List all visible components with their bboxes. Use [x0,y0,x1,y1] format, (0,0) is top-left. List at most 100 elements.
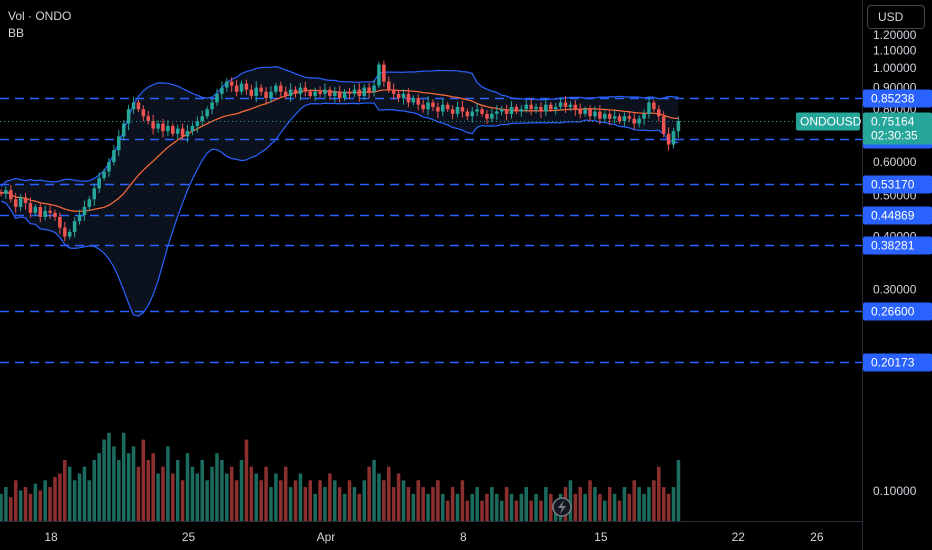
volume-bar [23,487,28,521]
candle-body [568,104,573,107]
candle-body [0,191,3,194]
candle-body [151,121,155,129]
legend-volume[interactable]: Vol · ONDO [8,9,72,23]
candle-body [607,113,612,119]
candle-body [553,106,558,110]
volume-bar [279,480,283,521]
candlesticks [0,60,681,242]
volume-bar [612,493,617,521]
volume-bar [195,473,200,521]
candle-body [460,106,465,112]
candle-body [647,102,651,114]
volume-bar [200,459,205,521]
volume-bar [509,493,514,521]
volume-bar [58,473,62,521]
volume-bar [347,480,352,521]
bb-area [0,66,679,316]
candle-body [426,102,430,110]
candle-body [279,85,283,92]
candle-body [136,102,141,110]
volume-bar [549,493,553,521]
volume-bar [598,493,602,521]
volume-bar [607,487,612,521]
candle-body [529,104,533,110]
candle-body [126,109,131,124]
volume-bar [308,480,313,521]
candle-body [303,87,308,92]
time-tick-label: 25 [182,530,196,544]
volume-bar [112,446,116,521]
volume-bar [264,466,268,521]
volume-bar [529,500,533,521]
candle-body [622,116,627,122]
currency-button[interactable]: USD [867,5,925,29]
time-axis-bg [0,521,862,550]
volume-bar [67,466,72,521]
candle-body [244,83,249,90]
volume-bar [156,473,160,521]
candle-body [175,128,180,134]
current-price-bg [863,112,932,145]
candle-body [215,93,219,103]
volume-bar [97,453,101,521]
volume-bar [426,493,430,521]
price-tick-label: 0.10000 [873,484,917,498]
candle-body [298,87,303,94]
volume-bar [121,432,126,521]
candle-body [63,227,67,237]
candle-body [524,104,528,110]
volume-bar [583,493,587,521]
volume-bar [0,493,3,521]
current-price: 0.75164 [871,115,915,129]
candle-body [534,106,538,110]
candle-body [480,109,484,114]
candle-body [13,199,18,207]
time-tick-label: 18 [44,530,58,544]
volume-bar [647,487,651,521]
price-tick-label: 1.10000 [873,44,917,58]
price-axis[interactable]: 1.200001.100001.000000.900000.800000.700… [862,0,932,550]
candle-body [465,111,470,117]
candle-body [573,104,578,110]
candle-body [504,109,509,114]
candle-body [676,121,681,132]
candle-body [229,81,234,86]
volume-bar [573,493,578,521]
candle-body [661,116,666,134]
volume-bar [293,480,298,521]
candle-body [416,98,421,105]
volume-bar [259,480,263,521]
candle-body [362,87,367,96]
candle-body [92,188,97,200]
candle-body [171,126,175,134]
candle-body [475,109,479,112]
legend-bb[interactable]: BB [8,26,25,40]
candle-body [450,109,455,114]
symbol-name-bg [796,112,860,131]
volume-bar [578,487,582,521]
time-tick-label: 26 [810,530,824,544]
candle-body [593,111,597,117]
volume-bar [627,493,632,521]
candle-body [431,102,435,107]
candle-body [77,214,82,222]
time-tick-label: 15 [594,530,608,544]
price-tick-label: 1.00000 [873,61,917,75]
volume-bar [465,500,470,521]
candle-body [539,106,543,112]
volume-bar [63,459,67,521]
time-axis[interactable]: 18 25 Apr 8 15 22 26 [0,521,862,550]
volume-bar [534,493,538,521]
candle-body [87,199,92,207]
candle-body [514,106,519,112]
candle-body [190,126,195,132]
level-label-bg [863,175,932,194]
candle-body [333,91,337,96]
candle-body [549,104,553,110]
volume-bar [185,453,190,521]
candle-body [499,109,504,112]
candle-body [391,89,396,94]
lightning-icon[interactable] [552,497,572,517]
